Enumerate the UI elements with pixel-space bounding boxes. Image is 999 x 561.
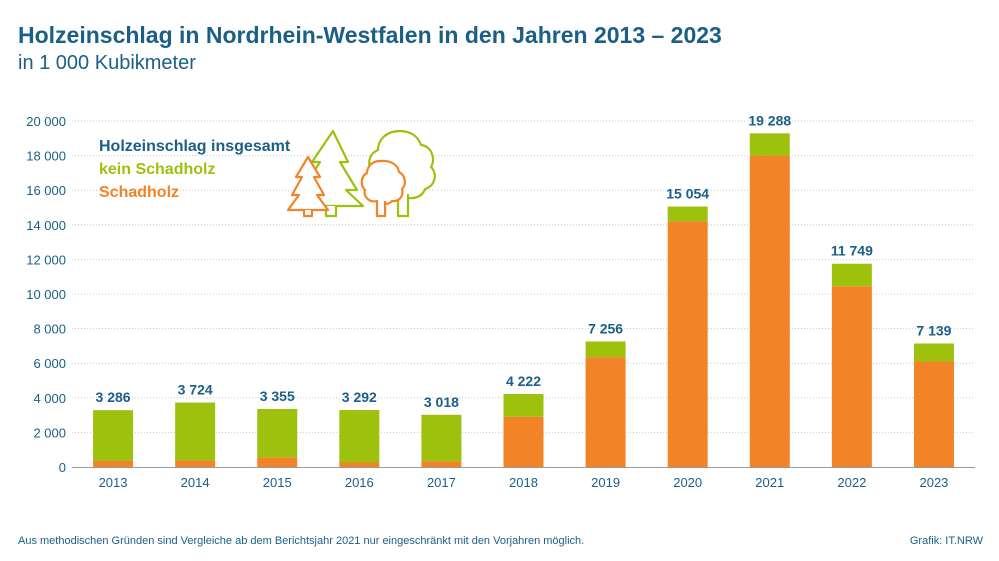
- data-label-2021: 19 288: [748, 112, 791, 128]
- x-tick-label: 2021: [755, 475, 784, 490]
- legend-green: kein Schadholz: [99, 161, 215, 178]
- data-label-2023: 7 139: [916, 322, 951, 338]
- y-axis: 0 2 000 4 000 6 000 8 000 10 000 12 000 14 000 1…: [26, 114, 66, 475]
- y-tick-label: 12 000: [26, 252, 66, 267]
- trees-icon: [286, 129, 436, 218]
- y-tick-label: 14 000: [26, 218, 66, 233]
- x-axis: 2013 2014 2015 2016 2017 2018 2019 2020 2021 2022…: [99, 475, 949, 490]
- x-tick-label: 2019: [591, 475, 620, 490]
- legend-total: Holzeinschlag insgesamt: [99, 138, 291, 155]
- bar-schadholz-2022: [831, 286, 872, 467]
- bar-schadholz-2014: [175, 460, 216, 467]
- bar-kein-schadholz-2022: [831, 263, 872, 287]
- y-tick-label: 8 000: [33, 322, 66, 337]
- bar-schadholz-2023: [913, 361, 954, 467]
- source-credit: Grafik: IT.NRW: [909, 535, 983, 547]
- y-tick-label: 16 000: [26, 183, 66, 198]
- bar-schadholz-2017: [421, 461, 462, 467]
- bar-schadholz-2016: [339, 462, 380, 467]
- data-label-2018: 4 222: [506, 373, 541, 389]
- legend: Holzeinschlag insgesamt kein Schadholz S…: [99, 138, 291, 201]
- y-tick-label: 2 000: [33, 425, 66, 440]
- y-tick-label: 0: [59, 460, 66, 475]
- y-tick-label: 6 000: [33, 356, 66, 371]
- bar-kein-schadholz-2019: [585, 341, 626, 358]
- bar-kein-schadholz-2013: [93, 410, 134, 461]
- bar-kein-schadholz-2017: [421, 414, 462, 462]
- data-label-2017: 3 018: [424, 394, 459, 410]
- bar-kein-schadholz-2016: [339, 410, 380, 463]
- bar-kein-schadholz-2018: [503, 393, 544, 417]
- footnote: Aus methodischen Gründen sind Vergleiche…: [18, 535, 585, 547]
- legend-orange: Schadholz: [99, 184, 179, 201]
- bar-schadholz-2019: [585, 357, 626, 467]
- y-tick-label: 10 000: [26, 287, 66, 302]
- bar-kein-schadholz-2021: [749, 133, 790, 156]
- x-tick-label: 2015: [263, 475, 292, 490]
- bar-kein-schadholz-2015: [257, 408, 298, 458]
- x-tick-label: 2014: [181, 475, 210, 490]
- x-tick-label: 2013: [99, 475, 128, 490]
- bar-kein-schadholz-2014: [175, 402, 216, 461]
- bar-kein-schadholz-2023: [913, 343, 954, 362]
- x-tick-label: 2016: [345, 475, 374, 490]
- y-tick-label: 4 000: [33, 391, 66, 406]
- chart-title: Holzeinschlag in Nordrhein-Westfalen in …: [18, 22, 722, 48]
- bar-chart: 0 2 000 4 000 6 000 8 000 10 000 12 000 14 000 1…: [26, 112, 975, 490]
- x-tick-label: 2023: [919, 475, 948, 490]
- bar-schadholz-2015: [257, 457, 298, 467]
- bar-schadholz-2021: [749, 155, 790, 467]
- x-tick-label: 2020: [673, 475, 702, 490]
- bar-kein-schadholz-2020: [667, 206, 708, 222]
- x-tick-label: 2017: [427, 475, 456, 490]
- y-tick-label: 18 000: [26, 149, 66, 164]
- grid-lines: [72, 120, 975, 433]
- data-label-2016: 3 292: [342, 389, 377, 405]
- data-label-2015: 3 355: [260, 388, 295, 404]
- bar-schadholz-2018: [503, 416, 544, 467]
- data-label-2014: 3 724: [178, 382, 213, 398]
- bar-schadholz-2020: [667, 221, 708, 467]
- x-tick-label: 2018: [509, 475, 538, 490]
- data-label-2020: 15 054: [666, 186, 709, 202]
- data-label-2019: 7 256: [588, 320, 623, 336]
- bars: [93, 133, 954, 467]
- bar-schadholz-2013: [93, 460, 134, 467]
- chart-subtitle: in 1 000 Kubikmeter: [18, 52, 196, 74]
- data-labels: 3 286 3 724 3 355 3 292 3 018 4 222 7 256 15 05…: [96, 112, 952, 409]
- data-label-2013: 3 286: [96, 389, 131, 405]
- data-label-2022: 11 749: [831, 243, 873, 259]
- y-tick-label: 20 000: [26, 114, 66, 129]
- x-tick-label: 2022: [837, 475, 866, 490]
